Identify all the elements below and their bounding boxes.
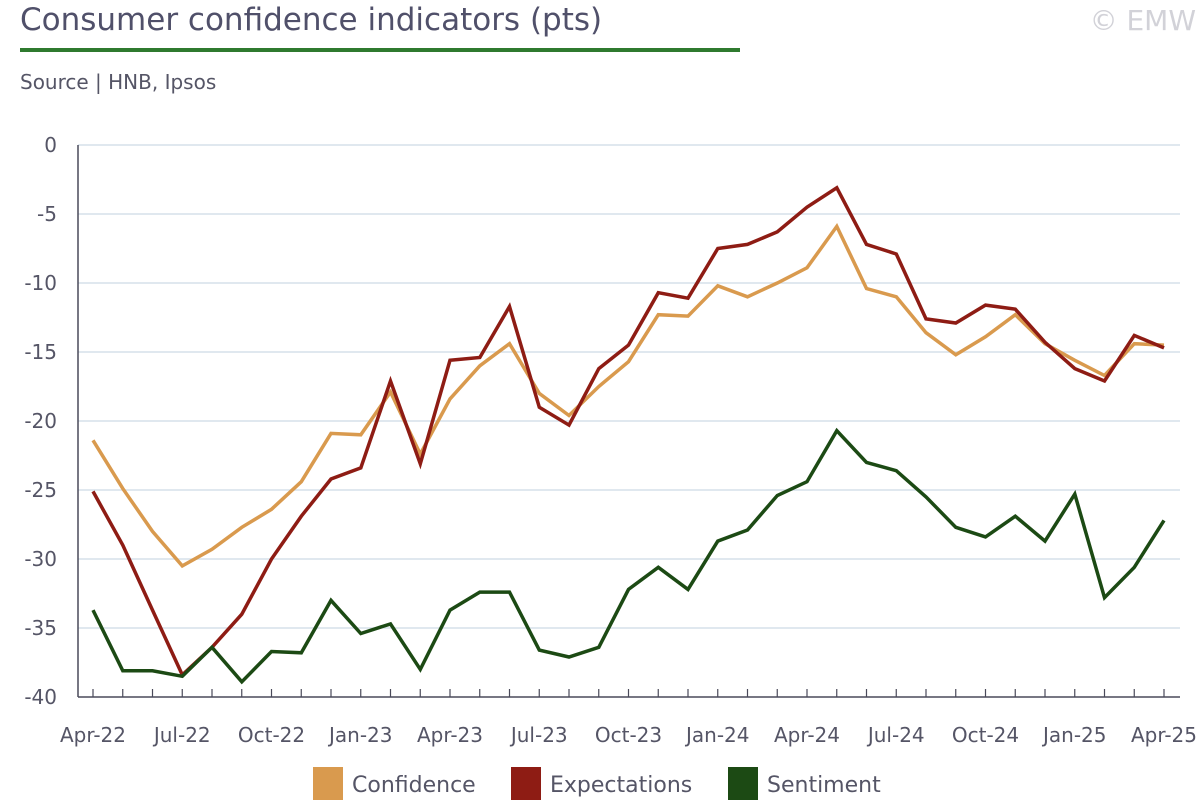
y-tick-label: -5 [37, 202, 57, 226]
x-tick-label: Jul-24 [866, 723, 925, 747]
x-tick-label: Oct-22 [238, 723, 305, 747]
y-tick-label: -40 [24, 685, 57, 709]
legend-label-sentiment: Sentiment [767, 773, 881, 798]
series-lines [91, 185, 1166, 685]
series-line-expectations [91, 185, 1165, 678]
x-tick-label: Oct-23 [595, 723, 662, 747]
y-tick-label: -25 [24, 478, 57, 502]
series-line-confidence [91, 222, 1165, 569]
grid-lines [78, 144, 1180, 629]
series-line-sentiment [91, 427, 1166, 685]
legend-label-confidence: Confidence [352, 773, 476, 798]
x-tick-label: Jul-23 [509, 723, 568, 747]
x-tick-label: Jul-22 [152, 723, 211, 747]
y-tick-label: -30 [24, 547, 57, 571]
legend-swatch-expectations [511, 767, 541, 800]
chart-source: Source | HNB, Ipsos [20, 70, 217, 94]
x-tick-label: Apr-22 [60, 723, 126, 747]
x-tick-label: Apr-25 [1131, 723, 1197, 747]
legend-swatch-sentiment [728, 767, 758, 800]
title-underline [20, 48, 740, 52]
axes [77, 145, 1180, 698]
x-tick-label: Jan-24 [684, 723, 750, 747]
legend: Confidence Expectations Sentiment [313, 767, 881, 800]
x-tick-label: Jan-23 [327, 723, 393, 747]
x-tick-label: Apr-24 [774, 723, 840, 747]
copyright-watermark: © EMW [1089, 4, 1196, 37]
x-tick-label: Apr-23 [417, 723, 483, 747]
legend-swatch-confidence [313, 767, 343, 800]
x-tick-label: Oct-24 [952, 723, 1019, 747]
legend-label-expectations: Expectations [550, 773, 692, 798]
chart-title: Consumer confidence indicators (pts) [20, 2, 603, 38]
y-axis-tick-labels: 0 -5 -10 -15 -20 -25 -30 -35 -40 [24, 133, 57, 709]
y-tick-label: 0 [44, 133, 57, 157]
y-tick-label: -10 [24, 271, 57, 295]
y-tick-label: -20 [24, 409, 57, 433]
x-axis-tick-labels: Apr-22 Jul-22 Oct-22 Jan-23 Apr-23 Jul-23 Oct-… [60, 723, 1197, 747]
y-tick-label: -15 [24, 340, 57, 364]
x-tick-label: Jan-25 [1041, 723, 1107, 747]
y-tick-label: -35 [24, 616, 57, 640]
